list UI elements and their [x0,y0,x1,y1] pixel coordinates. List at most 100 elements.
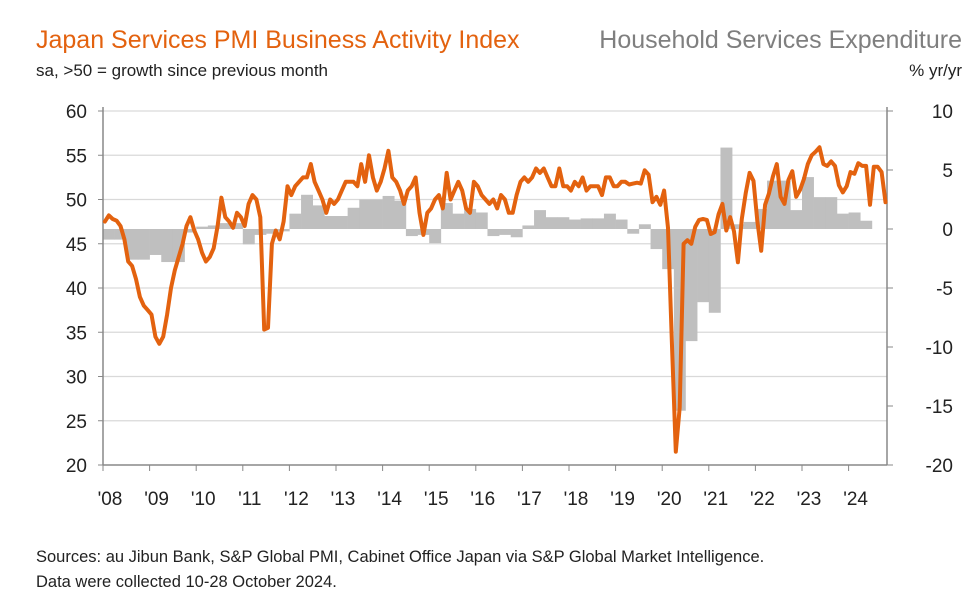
pmi-series-line [102,145,888,454]
expenditure-bar [172,229,185,263]
expenditure-bar [603,213,616,229]
expenditure-bar [184,229,197,233]
expenditure-bar [790,210,803,229]
axes [98,107,893,471]
y-left-tick-label: 50 [66,191,87,212]
expenditure-bar [452,213,465,229]
expenditure-bar [429,229,442,244]
x-tick-label: '18 [564,489,589,510]
expenditure-bar [592,218,605,229]
x-tick-label: '11 [238,489,261,510]
expenditure-bar [301,194,313,229]
x-tick-label: '24 [843,489,868,510]
y-right-tick-label: -5 [936,279,953,300]
expenditure-bar [522,225,535,229]
x-tick-label: '16 [470,489,495,510]
y-right-tick-label: 10 [932,102,953,123]
y-right-tick-label: 0 [942,220,953,241]
y-left-tick-label: 40 [66,279,87,300]
expenditure-bar [475,212,488,229]
x-tick-label: '17 [517,489,542,510]
y-left-tick-label: 20 [66,456,87,477]
expenditure-bars [103,147,873,411]
x-tick-label: '22 [750,489,775,510]
expenditure-bar [510,229,523,238]
y-left-tick-label: 45 [66,235,87,256]
expenditure-bar [615,219,628,229]
expenditure-bar [359,199,372,229]
expenditure-bar [499,229,512,235]
expenditure-bar [312,205,325,229]
expenditure-bar [103,229,115,240]
x-tick-label: '19 [610,489,635,510]
expenditure-bar [755,208,768,229]
expenditure-bar [580,218,593,229]
expenditure-bar [638,224,651,229]
expenditure-bar [196,226,209,229]
expenditure-bar [720,147,733,229]
expenditure-bar [836,213,849,229]
x-tick-label: '21 [703,489,728,510]
y-left-tick-label: 55 [66,146,87,167]
expenditure-bar [149,229,162,255]
expenditure-bar [860,220,873,229]
y-right-tick-label: -15 [926,397,953,418]
expenditure-bar [557,217,570,229]
chart-title-right: Household Services Expenditure [599,26,962,54]
chart-subtitle-left: sa, >50 = growth since previous month [36,61,328,80]
expenditure-bar [126,229,139,260]
expenditure-bar [464,208,477,229]
expenditure-bar [487,229,500,237]
x-tick-label: '12 [284,489,309,510]
expenditure-bar [813,197,826,229]
expenditure-bar [289,213,302,229]
y-left-tick-label: 35 [66,323,87,344]
expenditure-bar [569,219,581,229]
expenditure-bar [650,229,663,250]
chart-title-left: Japan Services PMI Business Activity Ind… [36,26,520,54]
x-tick-label: '20 [657,489,682,510]
expenditure-bar [137,229,150,260]
pmi-line [102,145,888,454]
expenditure-bar [545,217,558,229]
expenditure-bar [685,229,698,342]
expenditure-bar [802,177,814,229]
y-right-tick-label: -10 [926,338,953,359]
y-left-tick-label: 30 [66,368,87,389]
expenditure-bar [440,203,453,229]
expenditure-bar [405,229,418,237]
expenditure-bar [114,229,127,240]
expenditure-bar [825,197,838,229]
expenditure-bar [382,195,395,229]
expenditure-bar [394,200,407,229]
chart-subtitle-right: % yr/yr [909,61,962,80]
expenditure-bar [207,225,220,229]
expenditure-bar [347,207,360,229]
x-tick-label: '23 [797,489,822,510]
expenditure-bar [534,210,546,229]
x-tick-label: '15 [424,489,449,510]
expenditure-bar [743,221,756,229]
expenditure-bar [336,216,348,229]
gridlines [103,110,887,422]
expenditure-bar [848,212,861,229]
x-tick-label: '08 [98,489,123,510]
y-left-tick-label: 25 [66,412,87,433]
y-right-tick-label: 5 [942,161,953,182]
expenditure-bar [242,229,255,245]
y-left-tick-label: 60 [66,102,87,123]
expenditure-bar [324,216,337,229]
x-tick-label: '09 [144,489,169,510]
expenditure-bar [708,229,721,313]
tick-labels: 20 25 30 35 40 45 50 55 60 -20 -15 -10 -5 0 5 10 '08 '09 '… [66,102,953,510]
expenditure-bar [732,224,745,229]
expenditure-bar [767,180,779,229]
x-tick-label: '14 [377,489,402,510]
x-tick-label: '13 [331,489,356,510]
expenditure-bar [370,199,383,229]
footer-sources: Sources: au Jibun Bank, S&P Global PMI, … [36,548,764,566]
expenditure-bar [231,223,244,229]
expenditure-bar [697,229,710,303]
footer-collected: Data were collected 10-28 October 2024. [36,573,337,591]
